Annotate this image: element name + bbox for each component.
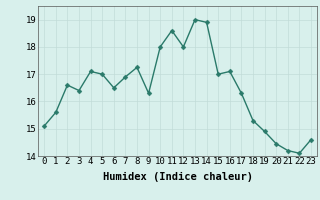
X-axis label: Humidex (Indice chaleur): Humidex (Indice chaleur) <box>103 172 252 182</box>
